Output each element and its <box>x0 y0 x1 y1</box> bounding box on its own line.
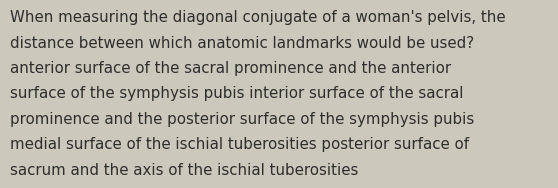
Text: sacrum and the axis of the ischial tuberosities: sacrum and the axis of the ischial tuber… <box>10 163 358 178</box>
Text: prominence and the posterior surface of the symphysis pubis: prominence and the posterior surface of … <box>10 112 474 127</box>
Text: anterior surface of the sacral prominence and the anterior: anterior surface of the sacral prominenc… <box>10 61 451 76</box>
Text: medial surface of the ischial tuberosities posterior surface of: medial surface of the ischial tuberositi… <box>10 137 469 152</box>
Text: distance between which anatomic landmarks would be used?: distance between which anatomic landmark… <box>10 36 474 51</box>
Text: When measuring the diagonal conjugate of a woman's pelvis, the: When measuring the diagonal conjugate of… <box>10 10 506 25</box>
Text: surface of the symphysis pubis interior surface of the sacral: surface of the symphysis pubis interior … <box>10 86 464 102</box>
